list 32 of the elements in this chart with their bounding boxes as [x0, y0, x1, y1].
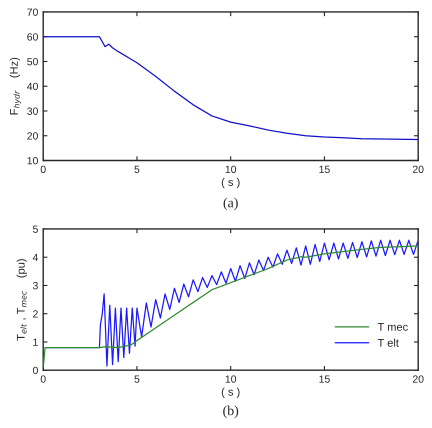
y-tick-label: 50 — [27, 58, 38, 66]
y-tick-label: 20 — [27, 132, 38, 140]
y-tick-label: 0 — [32, 366, 38, 374]
x-tick-label: 5 — [134, 166, 140, 174]
x-tick-label: 0 — [40, 166, 46, 174]
x-tick-label: 20 — [412, 375, 424, 383]
legend-label: T elt — [378, 338, 399, 347]
y-tick-label: 4 — [32, 254, 38, 261]
y-tick-label: 2 — [33, 310, 38, 318]
line-series — [43, 36, 418, 140]
y-tick-label: 30 — [27, 107, 38, 115]
x-tick-label: 5 — [134, 375, 140, 383]
x-tick-label: 0 — [40, 375, 46, 383]
x-tick-label: 10 — [226, 166, 236, 174]
x-tick-label: 15 — [319, 375, 330, 383]
y-tick-label: 5 — [32, 226, 38, 233]
text: T$_{elt}$ , T$_{mec}$ (pu) — [16, 259, 27, 341]
y-tick-label: 40 — [26, 82, 38, 90]
y-tick-label: 70 — [27, 8, 38, 16]
x-tick-label: 20 — [412, 166, 424, 174]
text: F$_{hydr}$ (Hz) — [10, 58, 22, 114]
x-tick-label: 15 — [319, 166, 330, 174]
x-axis-title: ( s ) — [222, 388, 240, 398]
text: (b) — [223, 406, 238, 418]
y-tick-label: 10 — [28, 157, 38, 164]
x-tick-label: 10 — [226, 375, 236, 383]
y-tick-label: 3 — [32, 282, 38, 290]
text: (a) — [224, 198, 238, 210]
x-axis-title: ( s ) — [222, 178, 240, 188]
y-tick-label: 60 — [27, 33, 38, 41]
y-tick-label: 1 — [33, 338, 38, 346]
legend-label: T mec — [378, 323, 408, 331]
